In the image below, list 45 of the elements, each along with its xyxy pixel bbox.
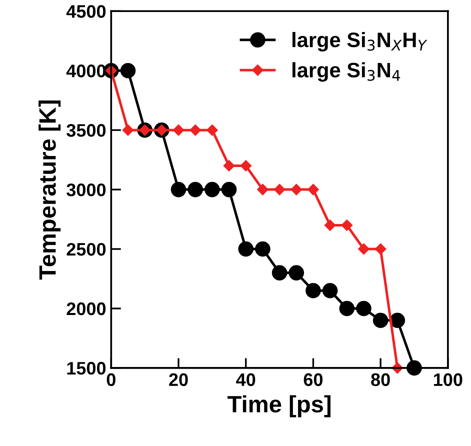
point <box>339 300 355 316</box>
point <box>390 312 406 328</box>
x-tick-label: 80 <box>371 373 390 386</box>
x-tick-label: 40 <box>236 373 256 386</box>
x-tick-label: 60 <box>304 373 323 386</box>
point <box>322 283 338 298</box>
y-tick-label: 3000 <box>66 183 106 196</box>
y-axis-title: Temperature [K] <box>38 100 61 280</box>
point <box>272 265 288 280</box>
legend-label: large Si$_{3}$N$_{4}$ <box>292 62 400 82</box>
point <box>172 124 184 136</box>
y-tick-label: 4500 <box>66 5 106 18</box>
point <box>358 243 370 255</box>
point <box>288 265 304 280</box>
point <box>240 160 252 172</box>
point <box>341 220 352 231</box>
point <box>356 300 372 316</box>
y-tick-label: 3500 <box>66 124 106 137</box>
point <box>308 184 319 196</box>
x-axis-title: Time [ps] <box>228 395 330 418</box>
y-tick-label: 2000 <box>66 302 106 316</box>
point <box>122 124 134 136</box>
point <box>170 182 186 198</box>
point <box>238 241 254 257</box>
point <box>372 312 388 328</box>
point <box>223 160 235 172</box>
point <box>120 62 136 78</box>
point <box>188 182 203 198</box>
point <box>206 124 218 136</box>
x-tick-label: 0 <box>106 373 116 386</box>
point <box>324 220 336 231</box>
point <box>204 182 220 198</box>
point <box>257 184 268 196</box>
point <box>255 241 270 257</box>
point <box>306 283 321 298</box>
x-tick-label: 20 <box>169 373 188 386</box>
x-tick-label: 100 <box>434 373 462 386</box>
y-tick-label: 2500 <box>66 242 106 256</box>
point <box>221 182 237 198</box>
y-tick-label: 1500 <box>67 362 106 375</box>
point <box>190 124 201 136</box>
point <box>274 184 286 196</box>
point <box>290 184 302 196</box>
point <box>374 243 386 255</box>
legend-label: large Si$_{3}$N$_{X}$H$_{Y}$ <box>292 32 428 52</box>
